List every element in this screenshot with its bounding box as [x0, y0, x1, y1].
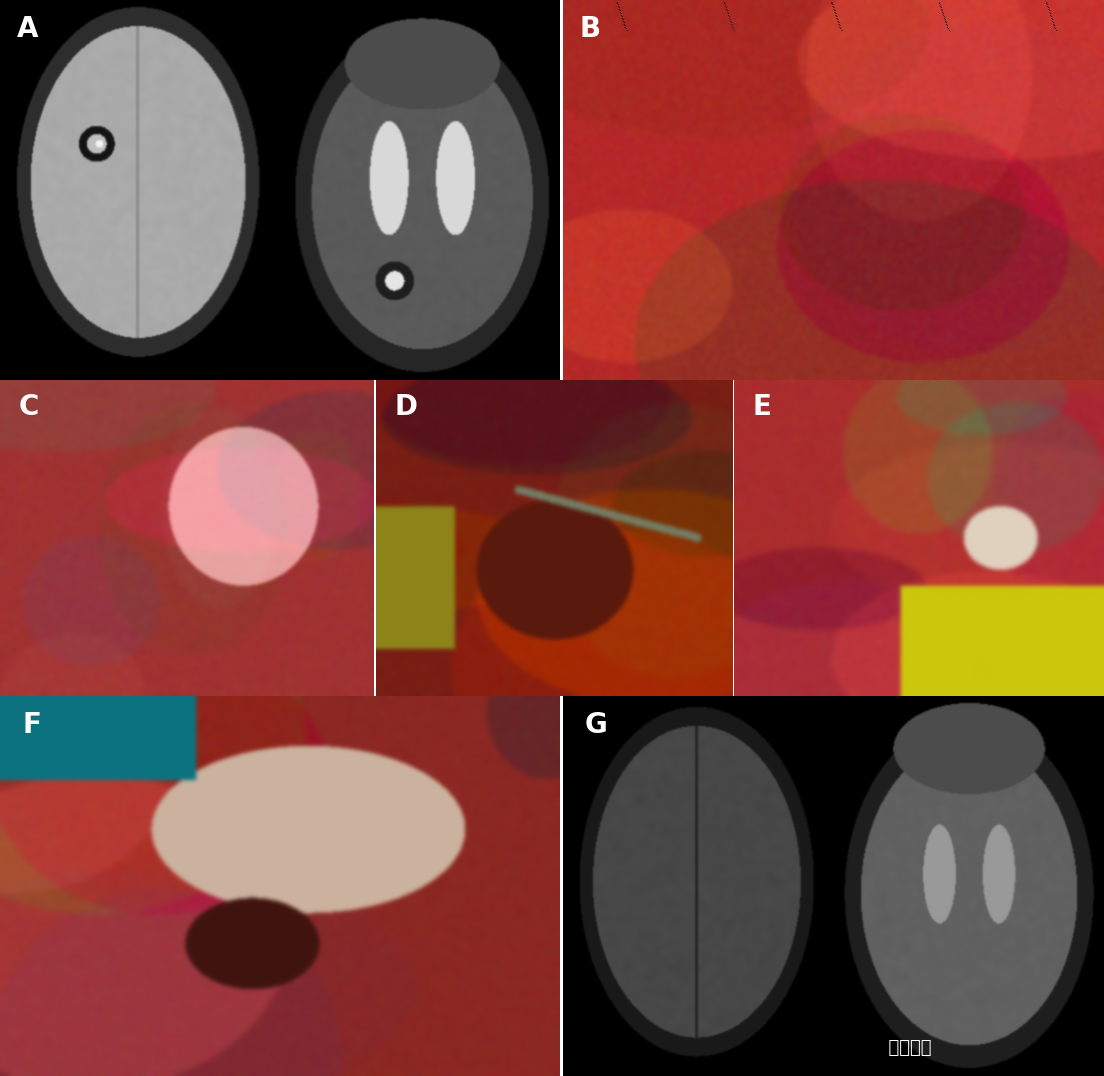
Text: B: B — [580, 15, 601, 43]
Text: E: E — [753, 393, 772, 421]
Text: A: A — [17, 15, 39, 43]
Text: 神外资讯: 神外资讯 — [877, 1039, 932, 1057]
Text: C: C — [19, 393, 39, 421]
Text: F: F — [22, 711, 41, 739]
Text: D: D — [394, 393, 417, 421]
Text: G: G — [585, 711, 607, 739]
